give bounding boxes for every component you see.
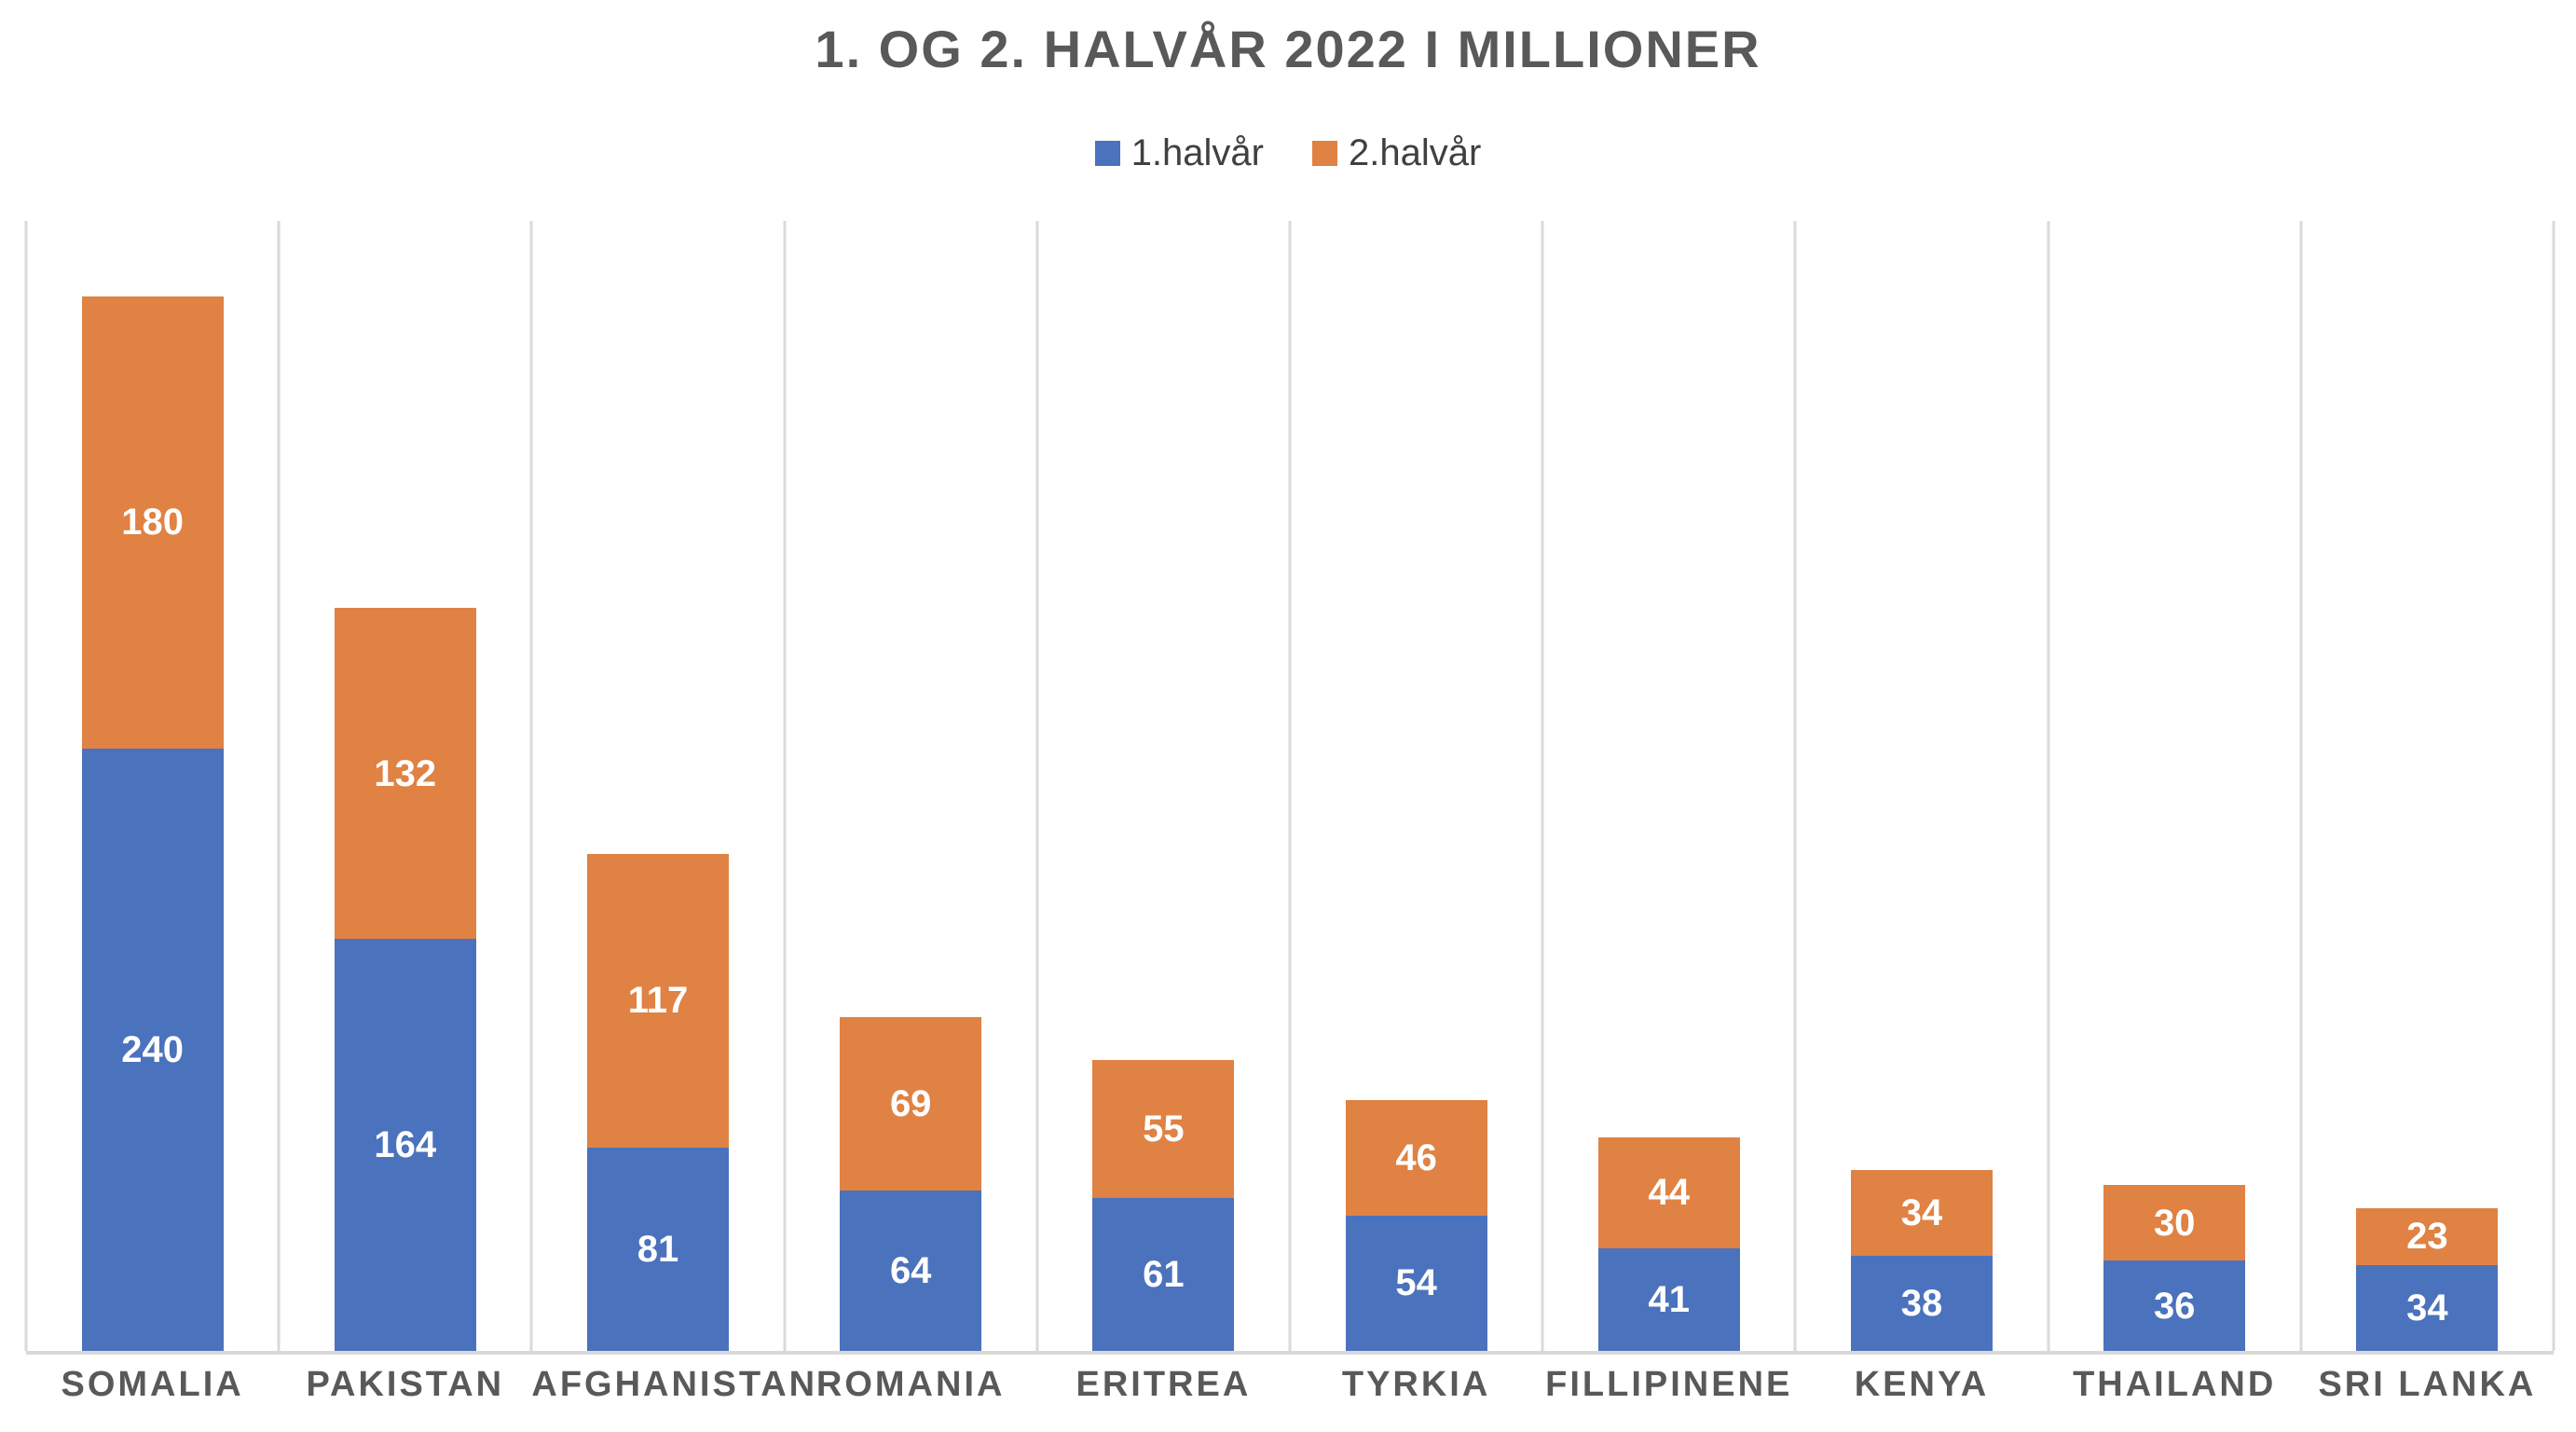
legend: 1.halvår 2.halvår [0,132,2576,174]
data-label-1-halv-r-somalia: 240 [121,1028,184,1070]
plot-area: 240 180 164 132 81 117 64 69 61 55 54 46 41 44 38 34 36 3… [24,221,2555,1355]
bar-segment-1-halv-r-somalia: 240 [81,748,224,1351]
category-axis: SOMALIA PAKISTAN AFGHANISTAN ROMANIA ERITREA… [26,1365,2554,1421]
data-label-1-halv-r-eritrea: 61 [1143,1253,1185,1295]
category-gridline [1035,221,1039,1351]
bar-segment-1-halv-r-sri-lanka: 34 [2356,1265,2499,1351]
category-gridline [2047,221,2050,1351]
bar-sri-lanka: 34 23 [2356,1207,2499,1351]
bar-segment-2-halv-r-thailand: 30 [2103,1185,2246,1261]
category-label-sri-lanka: SRI LANKA [2318,1365,2537,1404]
bar-segment-2-halv-r-eritrea: 55 [1092,1059,1235,1198]
category-gridline [2299,221,2303,1351]
category-label-somalia: SOMALIA [61,1365,244,1404]
category-gridline [1541,221,1544,1351]
bar-segment-1-halv-r-tyrkia: 54 [1345,1215,1487,1351]
bar-segment-1-halv-r-kenya: 38 [1851,1255,1993,1351]
bar-segment-2-halv-r-kenya: 34 [1851,1170,1993,1256]
data-label-1-halv-r-afghanistan: 81 [637,1228,679,1270]
category-label-tyrkia: TYRKIA [1341,1365,1491,1404]
bar-eritrea: 61 55 [1092,1059,1235,1351]
bar-fillipinene: 41 44 [1597,1137,1740,1351]
category-gridline [277,221,281,1351]
data-label-2-halv-r-romania: 69 [889,1082,932,1124]
data-label-1-halv-r-pakistan: 164 [374,1124,437,1166]
category-label-eritrea: ERITREA [1076,1365,1252,1404]
bar-segment-2-halv-r-somalia: 180 [81,296,224,749]
category-label-afghanistan: AFGHANISTAN [531,1365,818,1404]
bar-segment-1-halv-r-romania: 64 [840,1190,982,1351]
legend-item-2halvar: 2.halvår [1312,132,1481,174]
data-label-1-halv-r-kenya: 38 [1900,1282,1943,1324]
category-label-kenya: KENYA [1854,1365,1990,1404]
legend-swatch-1halvar-icon [1094,141,1120,166]
data-label-1-halv-r-thailand: 36 [2153,1285,2196,1327]
data-label-2-halv-r-fillipinene: 44 [1648,1172,1691,1214]
data-label-1-halv-r-fillipinene: 41 [1648,1278,1691,1320]
data-label-2-halv-r-pakistan: 132 [374,752,437,794]
category-label-romania: ROMANIA [815,1365,1006,1404]
data-label-2-halv-r-afghanistan: 117 [627,980,689,1022]
data-label-2-halv-r-thailand: 30 [2153,1202,2196,1244]
category-gridline [1793,221,1797,1351]
bar-kenya: 38 34 [1851,1170,1993,1351]
chart-title: 1. OG 2. HALVÅR 2022 I MILLIONER [815,20,1761,78]
bar-segment-2-halv-r-fillipinene: 44 [1597,1137,1740,1248]
bar-thailand: 36 30 [2103,1185,2246,1351]
category-gridline [2552,221,2555,1351]
bar-segment-1-halv-r-afghanistan: 81 [587,1147,729,1351]
data-label-1-halv-r-romania: 64 [889,1249,932,1291]
data-label-2-halv-r-tyrkia: 46 [1395,1136,1437,1178]
legend-label-2halvar: 2.halvår [1349,132,1482,173]
bar-afghanistan: 81 117 [587,853,729,1351]
category-gridline [783,221,787,1351]
category-gridline [1288,221,1292,1351]
bar-romania: 64 69 [840,1016,982,1351]
data-label-2-halv-r-sri-lanka: 23 [2406,1216,2448,1258]
data-label-2-halv-r-somalia: 180 [121,502,184,544]
legend-item-1halvar: 1.halvår [1094,132,1264,174]
legend-swatch-2halvar-icon [1312,141,1337,166]
data-label-2-halv-r-kenya: 34 [1900,1191,1943,1233]
bar-tyrkia: 54 46 [1345,1099,1487,1351]
category-label-fillipinene: FILLIPINENE [1545,1365,1793,1404]
bar-segment-1-halv-r-eritrea: 61 [1092,1197,1235,1351]
bar-segment-2-halv-r-pakistan: 132 [334,607,476,940]
category-label-pakistan: PAKISTAN [306,1365,505,1404]
data-label-1-halv-r-tyrkia: 54 [1395,1262,1437,1304]
bar-segment-2-halv-r-sri-lanka: 23 [2356,1207,2499,1266]
bar-segment-1-halv-r-fillipinene: 41 [1597,1247,1740,1351]
category-gridline [529,221,533,1351]
data-label-2-halv-r-eritrea: 55 [1143,1108,1185,1150]
bar-segment-2-halv-r-afghanistan: 117 [587,853,729,1148]
bar-segment-1-halv-r-pakistan: 164 [334,939,476,1351]
bar-segment-1-halv-r-thailand: 36 [2103,1260,2246,1351]
category-label-thailand: THAILAND [2073,1365,2277,1404]
legend-label-1halvar: 1.halvår [1130,132,1264,173]
bar-pakistan: 164 132 [334,607,476,1351]
data-label-1-halv-r-sri-lanka: 34 [2406,1287,2448,1329]
bar-segment-2-halv-r-tyrkia: 46 [1345,1099,1487,1216]
bar-segment-2-halv-r-romania: 69 [840,1016,982,1191]
bar-somalia: 240 180 [81,296,224,1351]
category-gridline [24,221,28,1351]
